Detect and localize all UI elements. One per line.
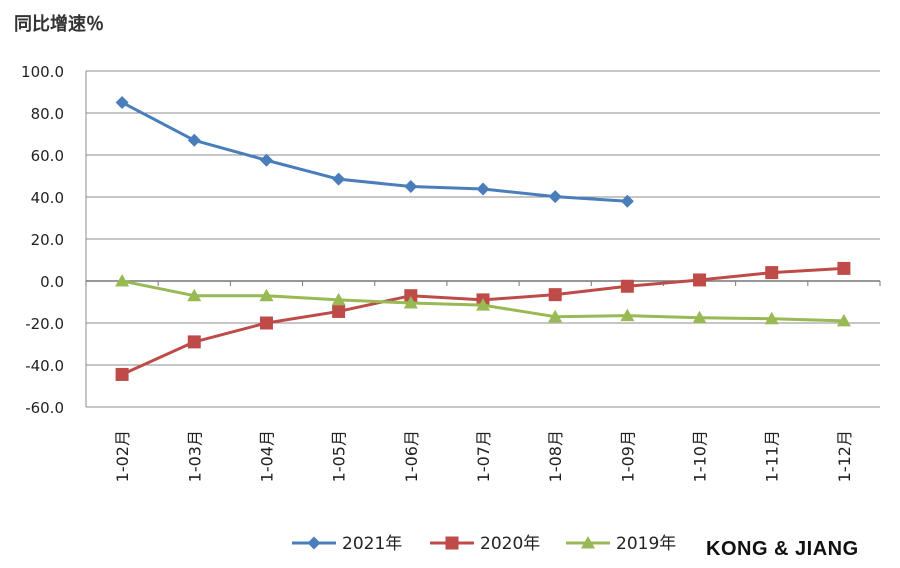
data-point <box>259 153 273 167</box>
legend-label: 2021年 <box>342 534 402 554</box>
data-point <box>620 308 635 322</box>
data-point <box>476 182 490 196</box>
y-tick-labels: 100.0 80.0 60.0 40.0 20.0 0.0 -20.0 -40.0 -60.0 <box>21 63 64 417</box>
x-tick-label: 1-08月 <box>546 430 565 482</box>
legend-marker <box>307 536 321 550</box>
data-point <box>115 96 129 109</box>
data-point <box>332 304 346 318</box>
legend: 2021年 2020年 2019年 <box>292 534 676 554</box>
data-point <box>837 261 851 275</box>
y-tick-label: 20.0 <box>31 231 64 249</box>
chart-title: 同比增速％ <box>14 14 104 35</box>
data-point <box>765 266 779 280</box>
y-tick-label: 60.0 <box>31 147 64 165</box>
legend-marker <box>581 536 595 549</box>
y-tick-label: 40.0 <box>31 189 64 207</box>
data-point <box>187 288 202 302</box>
data-point <box>187 133 201 147</box>
x-tick-label: 1-03月 <box>185 430 204 482</box>
y-tick-label: 80.0 <box>31 105 64 123</box>
data-point <box>836 313 851 327</box>
watermark-logo-text: KONG & JIANG <box>706 538 859 560</box>
data-point <box>620 279 634 293</box>
legend-marker <box>445 536 459 550</box>
series-lines <box>115 96 851 381</box>
legend-item: 2021年 <box>292 534 402 554</box>
x-tick-label: 1-12月 <box>835 430 854 482</box>
data-point <box>404 289 418 303</box>
legend-item: 2019年 <box>566 534 676 554</box>
y-tick-label: -40.0 <box>25 357 64 375</box>
data-point <box>692 310 707 324</box>
gridlines <box>86 70 880 408</box>
y-tick-label: -60.0 <box>25 399 64 417</box>
legend-label: 2020年 <box>480 534 540 554</box>
axes <box>85 71 881 408</box>
x-tick-label: 1-11月 <box>763 430 782 482</box>
legend-label: 2019年 <box>616 534 676 554</box>
data-point <box>693 273 707 287</box>
legend-item: 2020年 <box>430 534 540 554</box>
data-point <box>620 194 634 208</box>
data-point <box>332 172 346 186</box>
x-tick-label: 1-07月 <box>474 430 493 482</box>
data-point <box>548 288 562 302</box>
y-tick-label: 100.0 <box>21 63 64 81</box>
x-tick-labels: 1-02月 1-03月 1-04月 1-05月 1-06月 1-07月 1-08月 1-09月… <box>113 430 854 482</box>
data-point <box>476 298 490 311</box>
data-point <box>331 292 346 306</box>
x-tick-label: 1-05月 <box>330 430 349 482</box>
data-point <box>187 335 201 349</box>
x-tick-label: 1-09月 <box>618 430 637 482</box>
data-point <box>115 367 129 381</box>
x-tick-label: 1-10月 <box>691 430 710 482</box>
data-point <box>259 316 273 330</box>
y-tick-label: -20.0 <box>25 315 64 333</box>
data-point <box>548 309 563 323</box>
series-2019年 <box>115 274 851 327</box>
series-2020年 <box>115 261 851 381</box>
x-tick-label: 1-04月 <box>257 430 276 482</box>
x-tick-label: 1-02月 <box>113 430 132 482</box>
data-point <box>764 311 779 325</box>
data-point <box>404 180 418 193</box>
series-2021年 <box>115 96 634 208</box>
data-point <box>259 288 274 302</box>
data-point <box>403 296 418 309</box>
y-tick-label: 0.0 <box>40 273 64 291</box>
data-point <box>548 190 562 204</box>
data-point <box>115 274 130 287</box>
x-tick-label: 1-06月 <box>402 430 421 482</box>
series-line <box>121 101 628 203</box>
